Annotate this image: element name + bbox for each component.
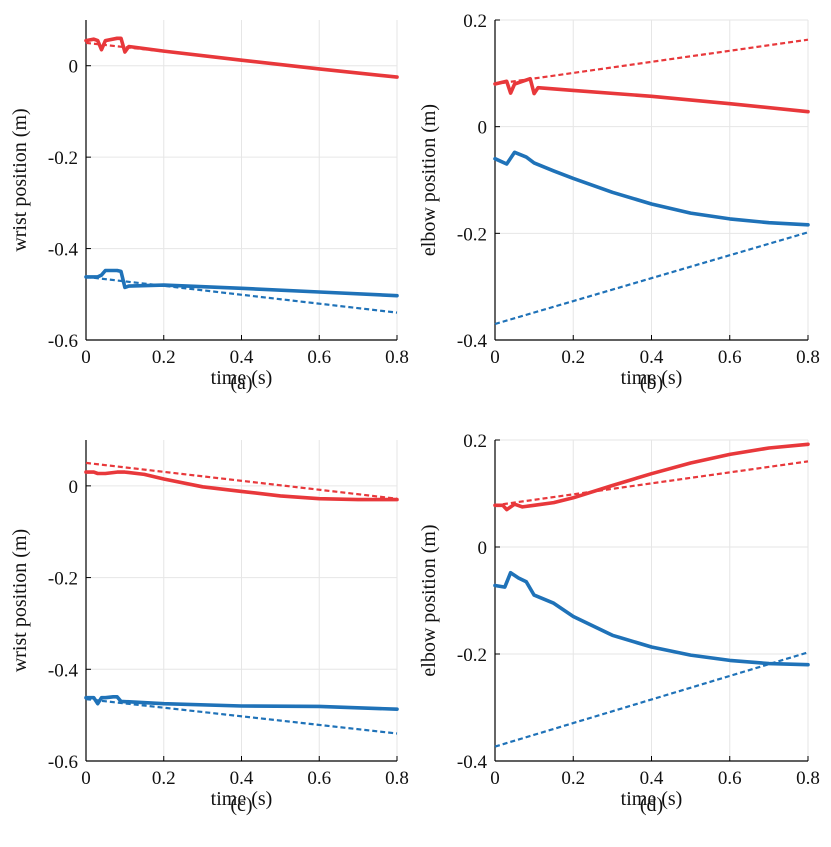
series-blue-dashed <box>85 698 398 735</box>
y-tick-label: 0 <box>478 118 488 139</box>
y-tick-label: -0.2 <box>48 148 78 169</box>
series-blue-solid <box>493 150 810 227</box>
x-tick-label: 0.8 <box>796 347 820 368</box>
y-tick-label: -0.6 <box>48 752 78 773</box>
y-tick-label: -0.4 <box>457 752 488 773</box>
panel-caption: (b) <box>640 372 663 394</box>
y-axis-label: elbow position (m) <box>418 104 440 256</box>
x-tick-label: 0.2 <box>561 347 585 368</box>
chart-panel-1: 0 0.2 0.4 0.6 0.8 0 -0.2 -0.4 -0.6 time (s) wrist … <box>9 20 409 394</box>
series-blue-solid <box>84 268 399 298</box>
panel-caption: (d) <box>640 794 663 816</box>
y-tick-label: -0.2 <box>48 569 78 590</box>
x-tick-label: 0.6 <box>307 347 331 368</box>
series-red-dashed <box>85 461 398 500</box>
x-tick-label: 0.2 <box>561 768 585 789</box>
y-axis-label: elbow position (m) <box>418 524 440 676</box>
x-tick-label: 0.6 <box>718 768 742 789</box>
series-blue-dashed <box>494 651 809 748</box>
y-tick-label: -0.4 <box>457 331 488 352</box>
x-tick-label: 0.2 <box>152 768 176 789</box>
x-axis-label: time (s) <box>211 788 273 810</box>
y-tick-label: -0.2 <box>457 224 487 245</box>
y-tick-label: -0.6 <box>48 331 78 352</box>
chart-panel-3: 0 0.2 0.4 0.6 0.8 0 -0.2 -0.4 -0.6 time (s) wrist … <box>9 440 409 816</box>
y-axis-label: wrist position (m) <box>9 529 31 672</box>
panel-caption: (c) <box>230 794 252 816</box>
y-tick-label: 0 <box>478 538 488 559</box>
y-tick-label: -0.4 <box>48 240 79 261</box>
x-axis-label: time (s) <box>211 367 273 389</box>
x-axis-label: time (s) <box>621 367 683 389</box>
y-axis-label: wrist position (m) <box>9 108 31 251</box>
x-tick-label: 0 <box>490 347 500 368</box>
x-tick-label: 0.4 <box>640 347 664 368</box>
x-tick-label: 0.6 <box>307 768 331 789</box>
x-tick-label: 0.8 <box>385 768 409 789</box>
series-blue-dashed <box>85 275 398 314</box>
y-tick-label: 0 <box>69 57 79 78</box>
series-red-solid <box>84 470 399 502</box>
x-axis-label: time (s) <box>621 788 683 810</box>
x-tick-label: 0.2 <box>152 347 176 368</box>
x-tick-label: 0.4 <box>640 768 664 789</box>
series-red-solid <box>493 76 810 114</box>
y-tick-label: 0.2 <box>463 431 487 452</box>
y-tick-label: 0.2 <box>463 11 487 32</box>
panel-caption: (a) <box>230 372 252 394</box>
series-red-dashed <box>494 38 809 86</box>
y-tick-label: -0.2 <box>457 645 487 666</box>
x-tick-label: 0.4 <box>230 768 254 789</box>
x-tick-label: 0 <box>81 768 91 789</box>
y-tick-label: 0 <box>69 477 79 498</box>
series-red-dashed <box>494 460 809 507</box>
x-tick-label: 0.6 <box>718 347 742 368</box>
x-tick-label: 0 <box>81 347 91 368</box>
series-blue-solid <box>493 570 810 667</box>
series-blue-dashed <box>494 231 809 326</box>
chart-panel-4: 0 0.2 0.4 0.6 0.8 0.2 0 -0.2 -0.4 time (s) elbow p… <box>418 431 820 816</box>
y-tick-label: -0.4 <box>48 660 79 681</box>
chart-panel-2: 0 0.2 0.4 0.6 0.8 0.2 0 -0.2 -0.4 time (s) elbow p… <box>418 11 820 394</box>
x-tick-label: 0.8 <box>385 347 409 368</box>
series-blue-solid <box>84 694 399 712</box>
series-red-solid <box>493 442 810 512</box>
series-red-dashed <box>85 41 398 79</box>
x-tick-label: 0 <box>490 768 500 789</box>
x-tick-label: 0.4 <box>230 347 254 368</box>
x-tick-label: 0.8 <box>796 768 820 789</box>
